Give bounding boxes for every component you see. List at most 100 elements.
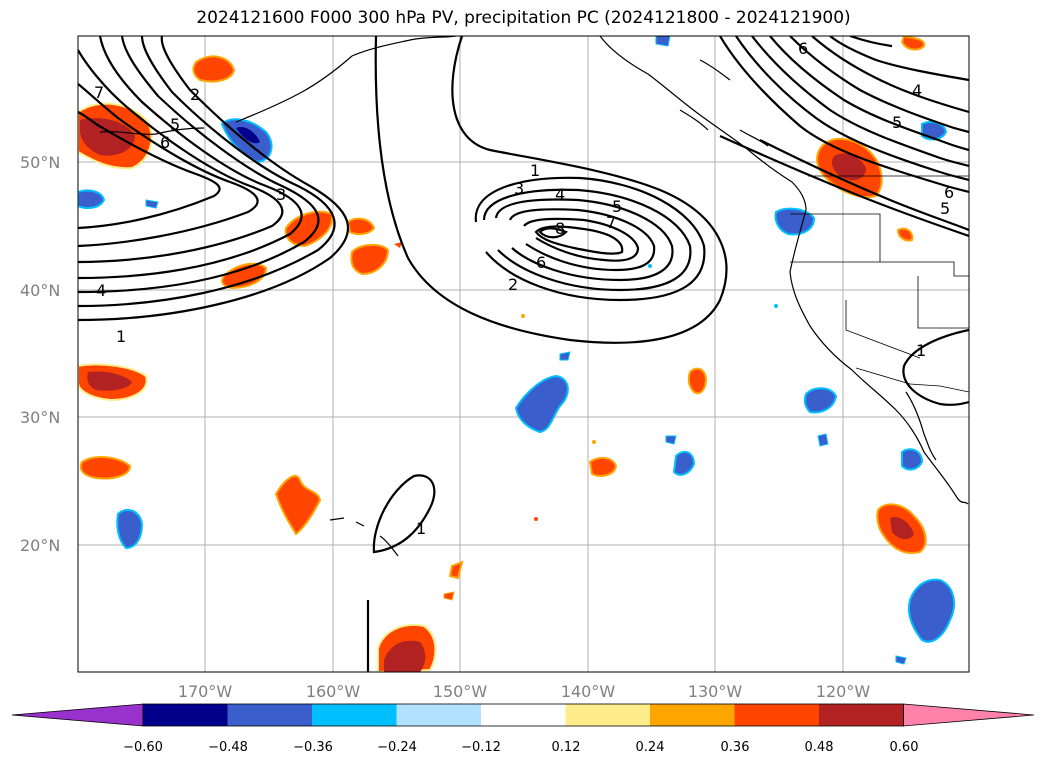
lat-label-30n: 30°N [20,408,60,427]
contour-label: 6 [798,39,808,58]
precip-blob-negative [908,578,956,643]
pv-contour [372,474,436,554]
colorbar-segment [650,704,735,726]
political-borders [790,175,969,393]
colorbar-segment [227,704,313,726]
precip-blob-positive [79,456,132,480]
pv-contour [78,83,259,248]
precip-blob-positive [588,456,618,477]
colorbar-ticks: −0.60 −0.48 −0.36 −0.24 −0.12 0.12 0.24 … [123,740,918,755]
precip-blob-positive-core [87,371,132,391]
contour-label: 8 [555,219,565,238]
contour-label: 6 [160,133,170,152]
contour-label: 5 [892,113,902,132]
colorbar-extend-min [11,703,144,727]
precip-dot-negative [648,264,652,268]
colorbar-segment [143,704,228,726]
coastal-islands [739,129,769,147]
precip-blob-positive [687,367,708,395]
precip-blob-negative [921,121,948,141]
precip-blob-positive [896,227,914,242]
precip-blob-negative [672,450,696,476]
precip-blob-positive [274,475,322,536]
contour-label: 5 [940,199,950,218]
coast-bc [599,36,807,211]
pv-contour [719,36,969,194]
contour-label: 1 [916,341,926,360]
precip-blob-positive-core [80,118,135,156]
precip-dot-positive [521,314,525,318]
coast-us-west [789,209,969,505]
lon-label-150w: 150°W [433,682,488,701]
colorbar-segment [312,704,397,726]
lat-label-20n: 20°N [20,536,60,555]
pv-contours [78,36,969,672]
colorbar-tick-label: −0.36 [293,740,333,755]
colorbar-segment [396,704,482,726]
pv-contour [534,225,624,255]
pv-contour [523,217,640,262]
contour-label: 3 [514,179,524,198]
precip-blob-negative [514,374,569,434]
precip-dot-positive [534,517,538,521]
colorbar-tick-label: −0.12 [461,740,501,755]
colorbar-outline [142,703,904,727]
alaska-south-coast [351,36,457,57]
colorbar-tick-label: 0.48 [805,740,834,755]
contour-label: 1 [530,161,540,180]
precip-blob-negative [803,387,838,414]
precip-blob-positive [900,36,926,51]
colorbar-tick-label: −0.24 [377,740,417,755]
hawaii-small-islands [355,521,365,527]
precip-blob-negative [559,351,571,361]
pv-contour [751,36,969,168]
pv-contour [78,111,221,230]
aleutian-islands [99,127,205,136]
contour-label: 5 [170,115,180,134]
pv-contour-labels: 7 2 5 6 3 4 1 1 3 4 5 7 8 6 2 6 4 5 6 5 … [94,39,954,538]
pv-contour [78,36,349,322]
colorbar: −0.60 −0.48 −0.36 −0.24 −0.12 0.12 0.24 … [11,703,1035,755]
coastal-islands [699,59,731,81]
precip-blob-negative [145,199,159,209]
pv-contour [789,36,969,134]
contour-label: 4 [96,281,106,300]
pv-contour-center [538,227,568,239]
coastlines [99,36,969,557]
contour-label: 1 [416,519,426,538]
pv-contour [78,36,320,294]
lat-label-50n: 50°N [20,153,60,172]
pv-contour [902,328,969,406]
colorbar-segments [11,703,1035,727]
pv-contour [849,36,893,48]
pv-contour [78,49,284,264]
hawaii-islands [379,535,399,557]
lat-label-40n: 40°N [20,281,60,300]
pv-contour [759,139,969,232]
colorbar-tick-label: 0.60 [890,740,919,755]
lon-label-120w: 120°W [816,682,871,701]
pv-contour [811,36,969,114]
map-background [78,36,969,672]
precip-dot-negative [774,304,778,308]
pv-contour [78,36,336,308]
precip-blob-positive-core [890,516,914,540]
precip-blob-positive-core [832,153,866,181]
precip-blob-negative [817,433,829,447]
lon-label-130w: 130°W [688,682,743,701]
contour-label: 2 [508,275,518,294]
contour-label: 3 [276,185,286,204]
map-title: 2024121600 F000 300 hPa PV, precipitatio… [196,8,851,28]
colorbar-segment [565,704,651,726]
precip-blob-negative [774,207,816,236]
longitude-labels: 170°W 160°W 150°W 140°W 130°W 120°W [178,682,871,701]
pv-contour [78,36,303,280]
pv-contour [474,176,706,302]
precip-blob-negative-core [236,126,260,144]
pv-contour [735,36,969,182]
colorbar-segment [481,704,566,726]
negative-precip-areas [78,36,956,665]
pv-contour [374,36,728,344]
colorbar-tick-label: 0.36 [721,740,750,755]
colorbar-tick-label: −0.60 [123,740,163,755]
